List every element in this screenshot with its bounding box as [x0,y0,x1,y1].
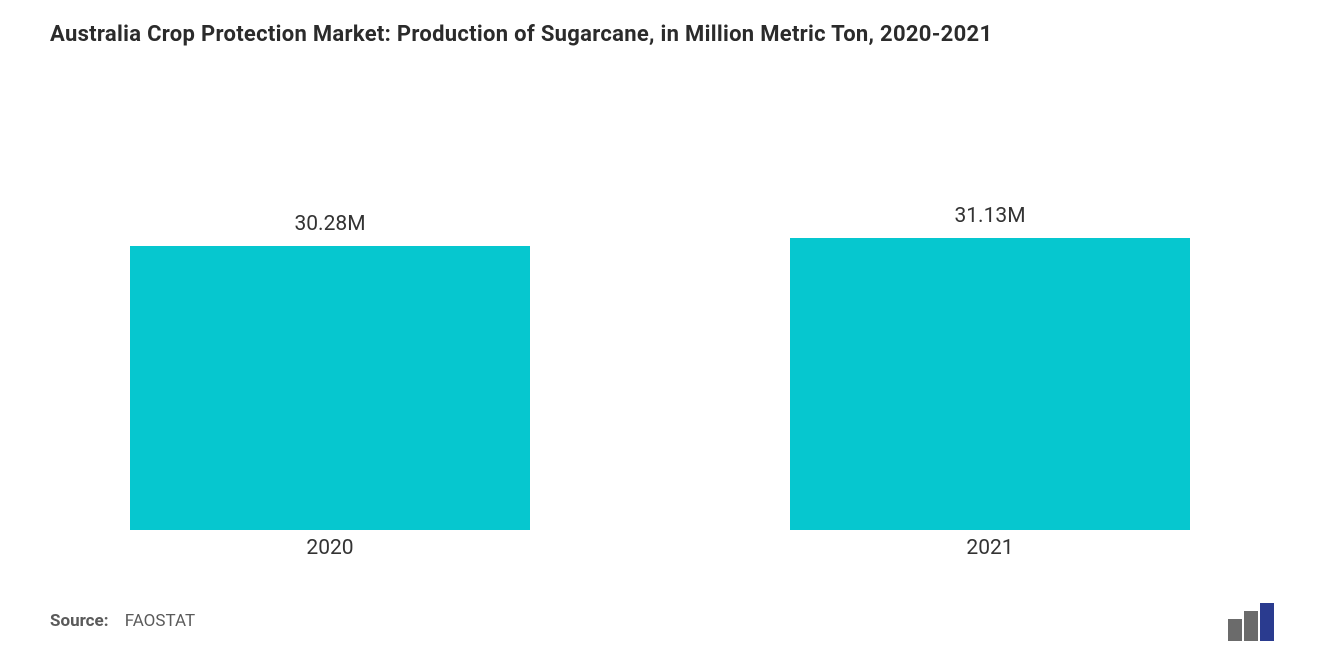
x-axis-label: 2020 [130,536,530,560]
bar-group-0: 30.28M [130,212,530,530]
bar-rect [130,246,530,530]
brand-logo-icon [1228,601,1292,641]
source-prefix: Source: [50,611,108,631]
bar-chart: 30.28M 31.13M [130,210,1190,530]
chart-title: Australia Crop Protection Market: Produc… [50,22,992,47]
x-axis-label: 2021 [790,536,1190,560]
bar-rect [790,238,1190,530]
bar-value-label: 31.13M [954,204,1025,228]
bar-group-1: 31.13M [790,204,1190,530]
bar-value-label: 30.28M [294,212,365,236]
x-axis-labels: 2020 2021 [130,536,1190,560]
source-value: FAOSTAT [125,611,195,631]
source-line: Source: FAOSTAT [50,611,195,631]
